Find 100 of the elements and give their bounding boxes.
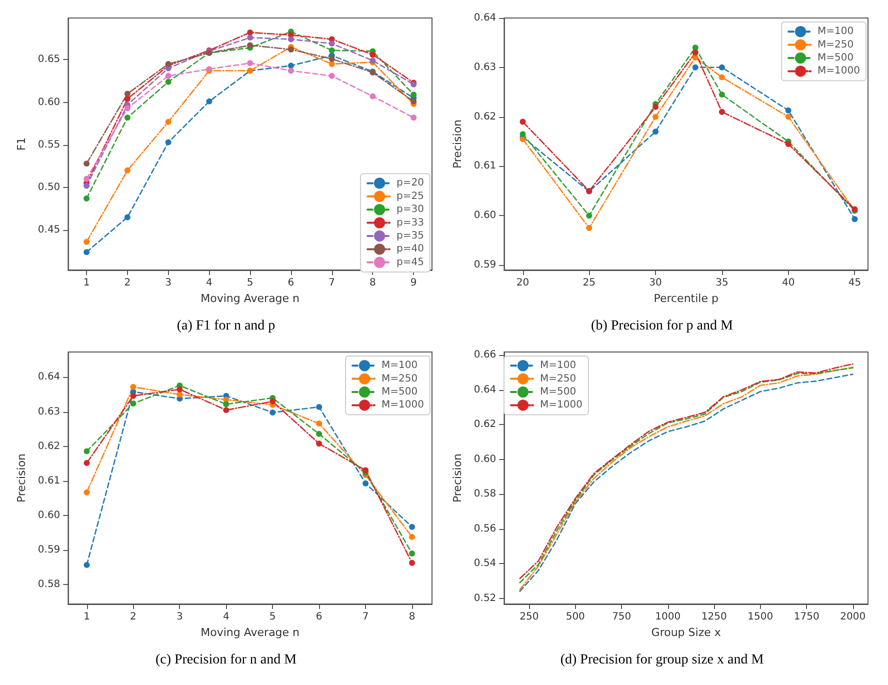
point <box>288 46 294 52</box>
legend-label: p=35 <box>396 230 424 242</box>
legend-label: M=250 <box>540 373 576 384</box>
legend-label: M=100 <box>818 26 854 38</box>
x-tick-label: 1000 <box>655 612 681 622</box>
point <box>316 430 322 437</box>
point <box>409 550 416 557</box>
point <box>165 72 172 79</box>
text: (d) Precision for group size x and M <box>560 652 764 668</box>
point <box>586 225 592 231</box>
point <box>84 160 90 167</box>
x-tick-label: 4 <box>222 612 230 622</box>
y-axis-title: Precision <box>15 453 28 503</box>
y-tick-label: 0.45 <box>38 224 60 236</box>
point <box>270 398 276 404</box>
point <box>652 114 659 120</box>
point <box>84 562 90 568</box>
y-tick-label: 0.59 <box>38 544 60 556</box>
y-tick-label: 0.63 <box>38 406 60 418</box>
legend-label: p=45 <box>396 256 424 268</box>
legend-label: M=250 <box>818 39 854 50</box>
point <box>176 386 183 392</box>
point <box>130 384 136 390</box>
legend-label: M=1000 <box>540 400 582 411</box>
point <box>718 64 725 70</box>
x-tick-label: 1500 <box>748 612 774 622</box>
legend-label: p=30 <box>396 204 424 216</box>
x-tick-label: 1 <box>83 278 90 288</box>
y-tick-label: 0.55 <box>38 139 60 150</box>
point <box>652 128 659 135</box>
x-tick-label: 35 <box>716 278 728 288</box>
x-tick-label: 9 <box>410 278 417 288</box>
point <box>785 141 792 147</box>
point <box>409 534 416 540</box>
point <box>410 92 417 98</box>
legend-label: M=250 <box>382 373 418 384</box>
x-tick-label: 6 <box>316 612 322 622</box>
point <box>409 524 416 530</box>
x-tick-label: 500 <box>566 612 585 622</box>
legend-label: M=1000 <box>818 66 860 77</box>
y-tick-label: 0.59 <box>474 260 496 271</box>
x-tick-label: 25 <box>582 278 596 288</box>
y-tick-label: 0.62 <box>474 111 496 122</box>
x-tick-label: 1 <box>84 612 90 622</box>
y-tick-label: 0.60 <box>474 210 496 222</box>
point <box>223 407 230 414</box>
point <box>362 467 369 474</box>
point <box>316 440 322 447</box>
point <box>206 98 212 104</box>
point <box>223 401 230 408</box>
point <box>328 40 335 47</box>
legend-label: M=500 <box>382 386 418 398</box>
x-tick-label: 40 <box>782 278 795 288</box>
legend-label: M=1000 <box>382 400 424 411</box>
point <box>84 460 90 466</box>
x-tick-label: 750 <box>612 612 632 622</box>
point <box>316 420 322 427</box>
x-tick-label: 8 <box>408 612 416 622</box>
point <box>288 62 294 69</box>
point <box>165 78 172 85</box>
x-axis-title: Moving Average n <box>200 292 300 305</box>
point <box>84 195 90 202</box>
x-tick-label: 5 <box>269 612 276 622</box>
x-axis-title: Percentile p <box>654 292 718 305</box>
y-tick-label: 0.61 <box>38 475 60 486</box>
y-tick-label: 0.58 <box>474 488 496 500</box>
x-tick-label: 1750 <box>794 612 820 622</box>
x-tick-label: 6 <box>288 278 294 288</box>
x-tick-label: 8 <box>370 278 376 288</box>
point <box>370 93 376 100</box>
legend-label: p=20 <box>396 178 424 189</box>
point <box>410 98 417 104</box>
x-tick-label: 30 <box>649 278 662 288</box>
legend-label: M=500 <box>540 386 576 398</box>
y-axis-title: Precision <box>451 119 464 169</box>
point <box>247 34 254 41</box>
x-tick-label: 5 <box>246 278 254 288</box>
y-tick-label: 0.65 <box>38 54 60 66</box>
point <box>409 560 416 566</box>
x-tick-label: 45 <box>848 278 862 288</box>
y-tick-label: 0.64 <box>38 372 60 383</box>
legend-label: p=33 <box>396 217 424 228</box>
point <box>718 108 725 115</box>
y-tick-label: 0.60 <box>38 510 60 522</box>
point <box>130 392 136 399</box>
point <box>84 182 90 189</box>
point <box>288 36 294 42</box>
point <box>586 212 592 219</box>
x-tick-label: 1250 <box>701 612 727 622</box>
point <box>247 60 254 66</box>
point <box>84 448 90 454</box>
point <box>165 139 172 146</box>
x-tick-label: 20 <box>516 278 530 288</box>
point <box>692 64 698 70</box>
point <box>84 249 90 256</box>
y-tick-label: 0.63 <box>474 62 496 73</box>
x-tick-label: 3 <box>176 612 183 622</box>
y-tick-label: 0.62 <box>474 419 496 430</box>
point <box>130 400 136 407</box>
x-tick-label: 2 <box>130 612 136 622</box>
